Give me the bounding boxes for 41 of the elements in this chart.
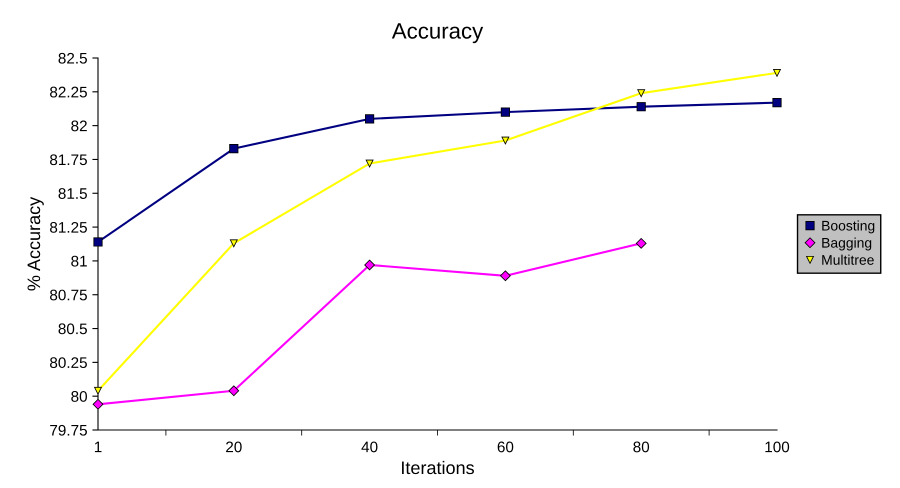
point [366,160,374,168]
point [94,386,102,395]
point [636,102,646,112]
point [364,260,375,270]
y-tick-label: 81.5 [58,188,87,199]
x-axis-title: Iterations [402,460,474,474]
point [365,114,374,124]
point [772,98,782,108]
legend-label: Boosting [822,220,874,234]
chart-title: Accuracy [392,23,484,44]
point [500,270,511,282]
y-tick-label: 80.5 [58,323,87,334]
point [229,144,238,154]
y-tick-label: 82.25 [50,86,87,98]
y-tick-label: 82 [71,120,87,132]
x-tick-label: 100 [765,442,790,452]
y-tick-label: 80.75 [50,290,87,300]
point [637,89,646,98]
y-tick-label: 82.5 [58,52,87,64]
point [502,136,510,144]
y-tick-label: 81.75 [50,154,87,166]
point [230,239,238,248]
y-tick-label: 79.75 [50,424,87,436]
legend-label: Multitree [822,254,874,265]
point [93,237,103,247]
y-tick-label: 80.25 [50,357,87,368]
point [500,108,510,117]
point [636,238,647,249]
y-tick-label: 81.25 [50,222,87,233]
point [773,68,781,77]
y-tick-label: 81 [71,256,87,267]
point [228,385,240,396]
legend-label: Bagging [822,238,872,250]
x-tick-label: 1 [94,442,102,452]
point [92,398,104,410]
x-tick-label: 80 [633,442,650,452]
x-tick-label: 60 [498,442,514,452]
y-tick-label: 80 [71,391,87,402]
x-tick-label: 40 [361,442,378,452]
y-axis-title: % Accuracy [28,196,44,291]
x-tick-label: 20 [226,442,242,452]
